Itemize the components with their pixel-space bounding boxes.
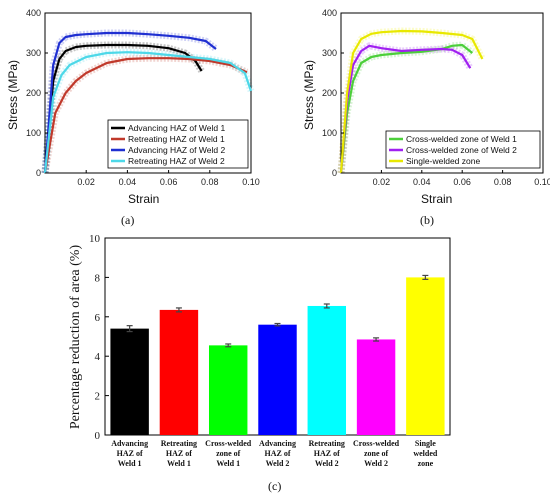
panel-a-x-tick-label: 0.02: [77, 177, 95, 187]
panel-c-y-tick-label: 6: [95, 312, 101, 324]
panel-b-x-axis-label: Strain: [421, 192, 452, 206]
panel-b-caption: (b): [420, 213, 434, 227]
panel-a-x-tick-label: 0.10: [242, 177, 260, 187]
panel-c-category-label: Retreating HAZ of Weld 1: [161, 439, 197, 468]
panel-b-legend-entry: Cross-welded zone of Weld 1: [406, 134, 517, 144]
panel-c-bar: [406, 277, 445, 435]
panel-b-y-tick-label: 200: [322, 88, 337, 98]
panel-a-y-tick-label: 0: [36, 168, 41, 178]
panel-a-legend-entry: Retreating HAZ of Weld 1: [128, 134, 225, 144]
panel-c-category-label: Cross-welded zone of Weld 1: [205, 439, 252, 468]
panel-a-legend-entry: Retreating HAZ of Weld 2: [128, 156, 225, 166]
panel-c-bar-chart: 0 2 4 6 8 10 Advancing HAZ of Weld 1 Retreating H…: [68, 233, 451, 493]
panel-b-x-tick-label: 0.02: [373, 177, 391, 187]
panel-c-y-tick-label: 10: [89, 233, 101, 245]
panel-c-y-tick-label: 2: [95, 391, 101, 403]
panel-a-series-line-2: [43, 31, 217, 174]
panel-a-series-line-3: [43, 51, 253, 174]
panel-a-legend-entry: Advancing HAZ of Weld 1: [128, 123, 225, 133]
panel-c-category-label: Advancing HAZ of Weld 1: [111, 439, 148, 468]
panel-a-y-axis-label: Stress (MPa): [6, 60, 20, 130]
panel-c-category-label: Advancing HAZ of Weld 2: [259, 439, 296, 468]
panel-a-y-tick-label: 300: [26, 48, 41, 58]
panel-a-caption: (a): [121, 213, 134, 227]
panel-b-stress-strain-chart: 0 100 200 300 400 0.02 0.04 0.06 0.08 0.10 Strain…: [302, 8, 550, 227]
panel-a-series-line-1: [43, 57, 248, 174]
panel-b-ticks: 0 100 200 300 400 0.02 0.04 0.06 0.08 0.10: [322, 8, 550, 187]
panel-c-error-bar: [225, 343, 232, 348]
panel-a-ticks: 0 100 200 300 400 0.02 0.04 0.06 0.08 0.10: [26, 8, 260, 187]
panel-b-x-tick-label: 0.06: [453, 177, 471, 187]
panel-a-x-tick-label: 0.06: [160, 177, 178, 187]
panel-c-bar: [307, 305, 347, 435]
panel-c-bar: [110, 328, 149, 435]
panel-b-legend-entry: Cross-welded zone of Weld 2: [406, 145, 517, 155]
panel-a-series-group: [43, 31, 253, 174]
panel-b-legend-frame: [385, 130, 541, 169]
panel-c-y-tick-label: 0: [95, 430, 101, 442]
panel-a-y-tick-label: 400: [26, 8, 41, 18]
panel-c-error-bar: [126, 325, 133, 333]
panel-b-x-tick-label: 0.08: [494, 177, 512, 187]
panel-b-series-line-0: [339, 43, 473, 174]
panel-b-legend: Cross-welded zone of Weld 1Cross-welded …: [385, 130, 541, 169]
panel-a-x-axis-label: Strain: [128, 192, 159, 206]
panel-a-x-tick-label: 0.08: [201, 177, 219, 187]
panel-c-category-labels: Advancing HAZ of Weld 1 Retreating HAZ of Wel…: [111, 439, 438, 468]
panel-c-bar: [258, 324, 297, 435]
panel-c-caption: (c): [268, 479, 281, 493]
panel-b-legend-entry: Single-welded zone: [406, 156, 480, 166]
panel-b-x-tick-label: 0.04: [413, 177, 431, 187]
panel-a-series-line-0: [43, 43, 203, 174]
panel-c-error-bar: [274, 322, 281, 327]
panel-c-bar: [208, 345, 248, 435]
panel-c-error-bar: [422, 274, 429, 280]
panel-b-series-line-2: [339, 29, 484, 174]
panel-c-y-tick-label: 4: [95, 351, 101, 363]
panel-c-y-tick-label: 8: [95, 272, 101, 284]
panel-b-series-group: [339, 29, 484, 174]
panel-b-y-axis-label: Stress (MPa): [302, 60, 316, 130]
panel-a-y-tick-label: 100: [26, 128, 41, 138]
panel-c-error-bar: [323, 303, 330, 309]
panel-a-legend-frame: [107, 119, 249, 169]
panel-c-bar: [159, 309, 199, 435]
panel-c-category-label: Single welded zone: [413, 439, 438, 468]
panel-c-bars: [110, 274, 445, 435]
panel-b-y-tick-label: 400: [322, 8, 337, 18]
panel-c-category-label: Cross-welded zone of Weld 2: [353, 439, 400, 468]
panel-b-y-tick-label: 100: [322, 128, 337, 138]
panel-c-y-axis-label: Percentage reduction of area (%): [68, 245, 83, 430]
panel-c-bar: [356, 339, 396, 435]
panel-b-y-tick-label: 0: [332, 168, 337, 178]
panel-c-error-bar: [373, 337, 380, 342]
panel-a-y-tick-label: 200: [26, 88, 41, 98]
panel-a-legend-entry: Advancing HAZ of Weld 2: [128, 145, 225, 155]
panel-c-error-bar: [175, 307, 182, 313]
panel-b-x-tick-label: 0.10: [534, 177, 550, 187]
panel-a-stress-strain-chart: 0 100 200 300 400 0.02 0.04 0.06 0.08 0.10 Strain…: [6, 8, 260, 227]
panel-c-category-label: Retreating HAZ of Weld 2: [309, 439, 345, 468]
panel-c-ticks: 0 2 4 6 8 10: [89, 233, 109, 442]
panel-b-series-line-1: [339, 44, 472, 174]
panel-b-y-tick-label: 300: [322, 48, 337, 58]
panel-a-x-tick-label: 0.04: [119, 177, 137, 187]
